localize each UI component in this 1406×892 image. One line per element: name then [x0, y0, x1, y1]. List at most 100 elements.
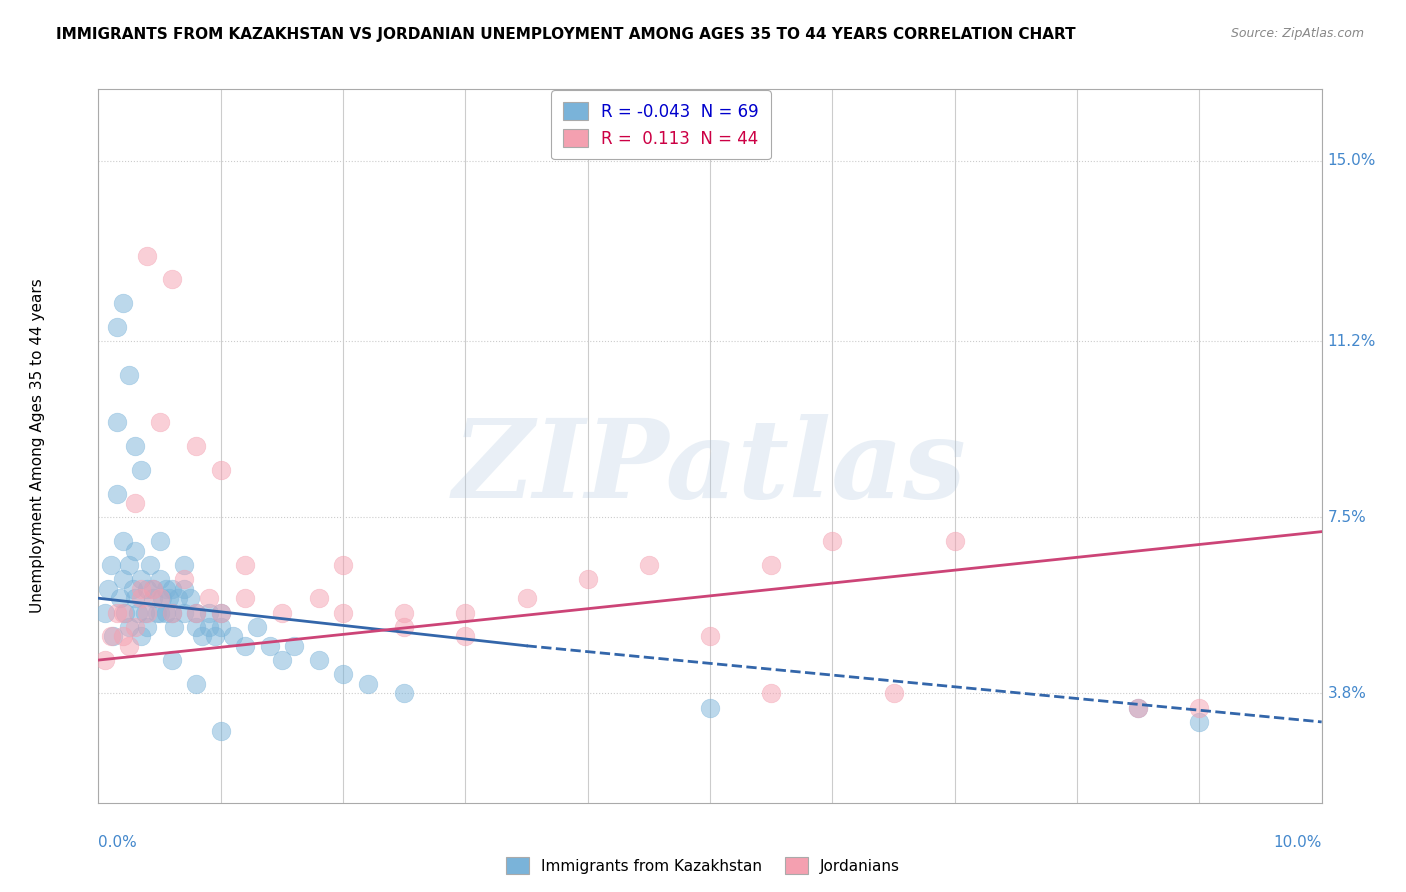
- Point: [392, 686, 416, 700]
- Point: [129, 582, 152, 596]
- Point: [118, 558, 141, 572]
- Point: [233, 591, 256, 606]
- Point: [136, 582, 159, 596]
- Point: [160, 582, 183, 596]
- Point: [209, 463, 232, 477]
- Text: IMMIGRANTS FROM KAZAKHSTAN VS JORDANIAN UNEMPLOYMENT AMONG AGES 35 TO 44 YEARS C: IMMIGRANTS FROM KAZAKHSTAN VS JORDANIAN …: [56, 27, 1076, 42]
- Point: [179, 591, 201, 606]
- Point: [308, 653, 330, 667]
- Point: [1188, 700, 1211, 714]
- Point: [332, 558, 354, 572]
- Point: [332, 667, 354, 681]
- Point: [155, 606, 177, 620]
- Point: [142, 582, 165, 596]
- Point: [150, 591, 173, 606]
- Text: Unemployment Among Ages 35 to 44 years: Unemployment Among Ages 35 to 44 years: [30, 278, 45, 614]
- Point: [100, 629, 122, 643]
- Point: [127, 606, 149, 620]
- Point: [136, 620, 159, 634]
- Point: [883, 686, 905, 700]
- Point: [111, 629, 134, 643]
- Point: [699, 629, 721, 643]
- Point: [233, 558, 256, 572]
- Point: [101, 629, 124, 643]
- Point: [134, 606, 156, 620]
- Point: [209, 620, 232, 634]
- Point: [699, 700, 721, 714]
- Point: [197, 620, 219, 634]
- Point: [146, 606, 169, 620]
- Point: [246, 620, 269, 634]
- Point: [173, 558, 195, 572]
- Point: [111, 296, 134, 310]
- Point: [129, 591, 152, 606]
- Legend: Immigrants from Kazakhstan, Jordanians: Immigrants from Kazakhstan, Jordanians: [499, 851, 907, 880]
- Point: [149, 591, 172, 606]
- Point: [209, 606, 232, 620]
- Point: [139, 558, 162, 572]
- Point: [186, 620, 208, 634]
- Text: 0.0%: 0.0%: [98, 835, 138, 850]
- Point: [97, 582, 120, 596]
- Point: [186, 606, 208, 620]
- Point: [111, 606, 134, 620]
- Point: [167, 591, 190, 606]
- Point: [124, 496, 146, 510]
- Point: [173, 572, 195, 586]
- Text: 15.0%: 15.0%: [1327, 153, 1376, 168]
- Point: [821, 534, 844, 549]
- Point: [197, 606, 219, 620]
- Point: [121, 582, 143, 596]
- Point: [204, 629, 226, 643]
- Point: [105, 415, 128, 429]
- Point: [157, 591, 180, 606]
- Point: [129, 463, 152, 477]
- Text: ZIPatlas: ZIPatlas: [453, 414, 967, 521]
- Point: [160, 606, 183, 620]
- Point: [233, 639, 256, 653]
- Point: [93, 653, 115, 667]
- Point: [270, 606, 294, 620]
- Point: [118, 620, 141, 634]
- Point: [111, 572, 134, 586]
- Point: [454, 606, 477, 620]
- Point: [142, 582, 165, 596]
- Legend: R = -0.043  N = 69, R =  0.113  N = 44: R = -0.043 N = 69, R = 0.113 N = 44: [551, 90, 770, 160]
- Point: [270, 653, 294, 667]
- Point: [186, 677, 208, 691]
- Point: [129, 629, 152, 643]
- Point: [136, 249, 159, 263]
- Point: [356, 677, 378, 691]
- Text: 3.8%: 3.8%: [1327, 686, 1367, 701]
- Point: [761, 686, 783, 700]
- Point: [124, 591, 146, 606]
- Point: [155, 582, 177, 596]
- Point: [761, 558, 783, 572]
- Text: 10.0%: 10.0%: [1274, 835, 1322, 850]
- Point: [100, 558, 122, 572]
- Point: [308, 591, 330, 606]
- Point: [186, 606, 208, 620]
- Point: [186, 439, 208, 453]
- Point: [93, 606, 115, 620]
- Point: [149, 572, 172, 586]
- Point: [1188, 714, 1211, 729]
- Point: [173, 606, 195, 620]
- Point: [110, 591, 132, 606]
- Point: [129, 572, 152, 586]
- Text: 7.5%: 7.5%: [1327, 510, 1367, 524]
- Point: [105, 606, 128, 620]
- Point: [454, 629, 477, 643]
- Point: [105, 320, 128, 334]
- Point: [943, 534, 966, 549]
- Point: [105, 486, 128, 500]
- Point: [111, 534, 134, 549]
- Point: [332, 606, 354, 620]
- Point: [191, 629, 214, 643]
- Point: [160, 272, 183, 286]
- Point: [118, 639, 141, 653]
- Point: [392, 620, 416, 634]
- Point: [149, 606, 172, 620]
- Point: [1128, 700, 1150, 714]
- Point: [637, 558, 661, 572]
